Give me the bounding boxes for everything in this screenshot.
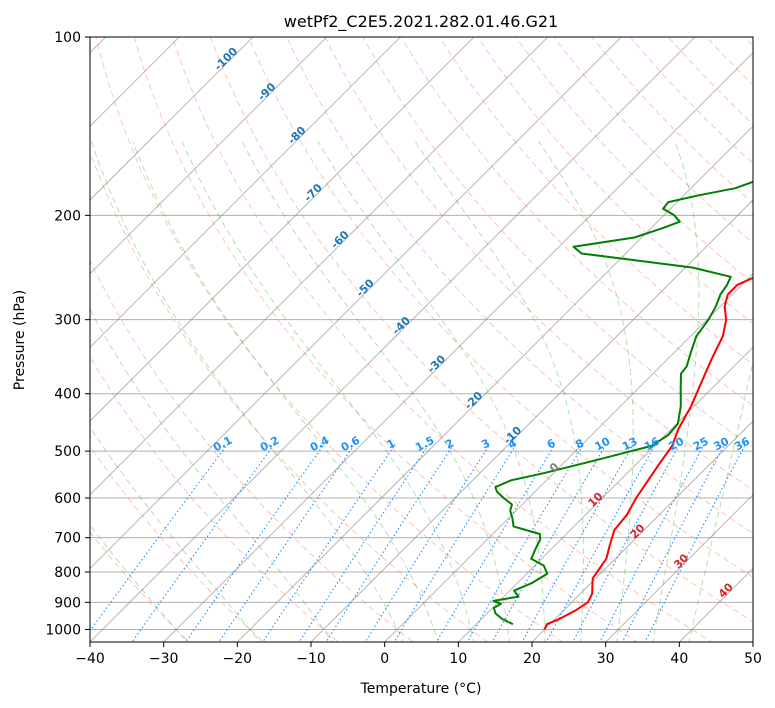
dry-adiabat-line <box>133 37 638 642</box>
isotherm-line <box>531 420 753 642</box>
moist-adiabat-line <box>90 308 333 642</box>
mixing-ratio-label: 10 <box>593 435 613 454</box>
dry-adiabat-line <box>95 37 564 642</box>
x-tick-label: −40 <box>75 651 105 667</box>
dry-adiabat-line <box>209 37 753 623</box>
isotherm-line <box>605 494 753 642</box>
y-tick-label: 700 <box>54 531 81 547</box>
y-tick-label: 100 <box>54 30 81 46</box>
isotherm-line <box>90 37 254 201</box>
chart-title: wetPf2_C2E5.2021.282.01.46.G21 <box>284 12 558 32</box>
mixing-ratio-line <box>364 445 490 642</box>
x-tick-label: 20 <box>523 651 541 667</box>
dry-adiabat-line <box>400 37 753 407</box>
isotherm-line <box>90 37 622 569</box>
isotherm-line <box>90 37 696 642</box>
mixing-ratio-line <box>218 445 355 642</box>
mixing-ratio-label: 20 <box>666 435 686 454</box>
dry-adiabat-line <box>90 445 265 642</box>
moist-adiabat-line <box>181 141 475 642</box>
y-tick-label: 800 <box>54 565 81 581</box>
x-tick-label: 50 <box>744 651 762 667</box>
moist-adiabat-line <box>90 141 404 642</box>
plot-grid <box>90 37 753 642</box>
moist-adiabat-line <box>414 141 584 642</box>
plot-series <box>492 180 753 630</box>
mixing-ratio-label: 30 <box>712 435 732 454</box>
dry-adiabat-line <box>90 531 190 642</box>
dry-adiabat-line <box>90 150 489 642</box>
mixing-ratio-line <box>131 445 274 642</box>
x-tick-label: −10 <box>296 651 326 667</box>
mixing-ratio-line <box>393 445 516 642</box>
isotherm-line <box>90 37 475 422</box>
moist-adiabat-line <box>688 358 753 642</box>
mixing-ratio-label: 16 <box>642 435 662 454</box>
x-tick-label: 30 <box>597 651 615 667</box>
moist-adiabat-line <box>317 141 546 642</box>
y-tick-label: 600 <box>54 491 81 507</box>
temperature-profile-line <box>543 276 753 630</box>
x-axis-label: Temperature (°C) <box>360 681 482 697</box>
y-tick-label: 200 <box>54 208 81 224</box>
dry-adiabat-line <box>90 259 414 642</box>
isotherm-line <box>163 52 753 642</box>
mixing-ratio-line <box>262 445 395 642</box>
isotherm-line <box>457 346 753 642</box>
mixing-ratio-line <box>545 445 656 642</box>
moist-adiabat-line <box>538 141 634 642</box>
dewpoint-profile-line <box>492 180 753 626</box>
isotherm-line <box>90 37 401 348</box>
isotherm-line <box>90 37 549 496</box>
moist-adiabat-line <box>132 141 440 642</box>
isotherm-line <box>384 273 753 642</box>
isotherm-line <box>310 199 753 642</box>
mixing-ratio-label: 13 <box>620 435 640 454</box>
moist-adiabat-line <box>241 141 510 642</box>
x-tick-label: −30 <box>149 651 179 667</box>
mixing-ratio-label: 25 <box>691 435 711 454</box>
mixing-ratio-line <box>599 445 704 642</box>
mixing-ratio-line <box>572 445 680 642</box>
plot-frame <box>89 36 754 643</box>
dry-adiabat-line <box>171 37 713 642</box>
isotherm-line <box>90 37 328 275</box>
axes: −40 −30 −20 −10 0 10 20 30 40 50 100 200 300 400 500 60… <box>45 30 762 667</box>
y-tick-label: 1000 <box>45 622 81 638</box>
dry-adiabat-line <box>286 37 753 534</box>
x-tick-label: 10 <box>449 651 467 667</box>
mixing-ratio-line <box>521 445 633 642</box>
dry-adiabat-line <box>477 37 753 325</box>
mixing-ratio-line <box>466 445 584 642</box>
mixing-ratio-line <box>435 445 555 642</box>
moist-adiabat-line <box>90 426 261 642</box>
y-tick-label: 300 <box>54 313 81 329</box>
y-tick-label: 900 <box>54 595 81 611</box>
mixing-ratio-line <box>491 445 606 642</box>
y-axis-label: Pressure (hPa) <box>12 290 28 390</box>
x-tick-label: −20 <box>223 651 253 667</box>
dry-adiabat-line <box>438 37 753 366</box>
moist-adiabat-line <box>90 524 188 642</box>
mixing-ratio-label: 36 <box>732 435 752 454</box>
y-tick-label: 400 <box>54 387 81 403</box>
mixing-ratio-line <box>644 445 746 642</box>
moist-adiabat-line <box>652 141 700 642</box>
x-tick-label: 0 <box>380 651 389 667</box>
x-tick-label: 40 <box>670 651 688 667</box>
dry-adiabat-line <box>90 356 340 642</box>
y-tick-label: 500 <box>54 444 81 460</box>
isotherm-line <box>236 125 753 642</box>
